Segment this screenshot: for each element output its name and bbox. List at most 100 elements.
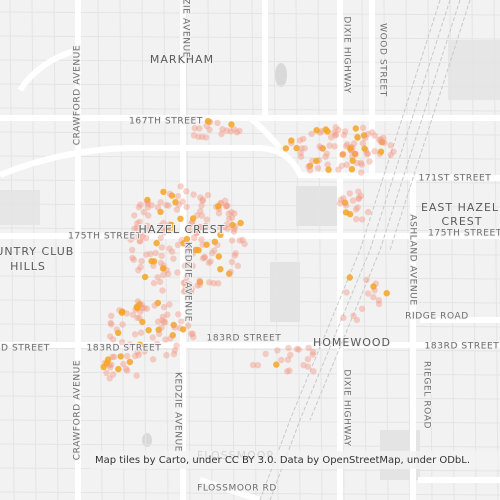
point xyxy=(241,240,248,248)
point xyxy=(228,208,235,216)
point xyxy=(196,278,204,286)
point xyxy=(156,278,164,286)
point xyxy=(100,363,107,371)
point xyxy=(106,333,114,340)
point xyxy=(159,313,166,320)
point xyxy=(154,274,161,281)
point xyxy=(154,299,162,307)
point xyxy=(377,136,384,143)
street xyxy=(0,419,500,424)
point xyxy=(352,206,360,213)
street xyxy=(0,443,500,448)
point xyxy=(149,334,156,341)
point xyxy=(198,236,205,243)
point xyxy=(160,319,167,326)
street xyxy=(207,0,213,500)
point xyxy=(347,145,354,152)
point xyxy=(332,124,339,131)
point xyxy=(231,225,238,233)
point xyxy=(171,324,178,331)
point xyxy=(189,215,197,222)
point xyxy=(358,169,365,176)
street xyxy=(163,0,169,500)
point xyxy=(223,127,230,134)
data-points xyxy=(100,117,397,382)
point xyxy=(160,271,167,278)
point xyxy=(226,270,233,277)
street xyxy=(0,59,500,64)
point xyxy=(157,234,164,242)
street xyxy=(0,251,500,256)
point xyxy=(350,312,357,319)
point xyxy=(131,233,139,241)
point xyxy=(151,302,158,309)
point xyxy=(199,255,207,262)
point xyxy=(153,239,160,247)
map-label: RIEGEL ROAD xyxy=(422,361,432,429)
point xyxy=(233,129,241,136)
street xyxy=(0,227,500,232)
point xyxy=(177,183,184,190)
point xyxy=(278,356,285,364)
point xyxy=(351,150,359,158)
point xyxy=(227,128,234,135)
point xyxy=(353,316,361,324)
point xyxy=(141,304,148,312)
point xyxy=(110,353,118,361)
point xyxy=(199,133,206,140)
point xyxy=(186,288,193,295)
point xyxy=(160,219,167,227)
point xyxy=(144,200,151,208)
point xyxy=(162,336,169,343)
point xyxy=(217,266,224,273)
point xyxy=(181,262,188,270)
map-label: RD STREET xyxy=(0,344,50,354)
point xyxy=(174,269,181,276)
point xyxy=(137,231,144,238)
point xyxy=(390,148,397,155)
point xyxy=(231,126,238,133)
point xyxy=(309,351,316,358)
point xyxy=(193,229,200,237)
point xyxy=(183,203,190,211)
point xyxy=(262,350,269,358)
point xyxy=(231,210,238,217)
point xyxy=(138,301,145,308)
point xyxy=(228,258,236,266)
point xyxy=(170,321,177,329)
point xyxy=(134,348,141,356)
point xyxy=(149,356,157,363)
map-label: KEDZIE AVENUE xyxy=(183,242,193,322)
point xyxy=(236,127,243,134)
street xyxy=(9,0,15,500)
point xyxy=(199,241,206,248)
point xyxy=(351,150,358,158)
point xyxy=(129,254,136,262)
point xyxy=(223,203,230,210)
point xyxy=(201,254,208,261)
point xyxy=(236,237,243,244)
point xyxy=(179,198,186,205)
point xyxy=(154,318,162,325)
point xyxy=(115,365,122,373)
point xyxy=(354,204,361,211)
point xyxy=(196,125,203,132)
point xyxy=(360,132,368,139)
point xyxy=(239,236,246,244)
map-label: HAZEL CREST xyxy=(139,223,226,236)
point xyxy=(364,290,372,297)
point xyxy=(167,335,174,342)
point xyxy=(339,151,346,158)
point xyxy=(326,142,333,149)
point xyxy=(297,153,305,160)
point xyxy=(332,132,339,139)
point xyxy=(109,336,117,343)
point xyxy=(197,208,204,215)
point xyxy=(204,117,212,125)
attribution: Map tiles by Carto, under CC BY 3.0. Dat… xyxy=(95,455,470,466)
point xyxy=(366,158,373,165)
point xyxy=(137,237,144,244)
street xyxy=(119,0,125,500)
point xyxy=(186,281,193,288)
point xyxy=(197,194,204,201)
